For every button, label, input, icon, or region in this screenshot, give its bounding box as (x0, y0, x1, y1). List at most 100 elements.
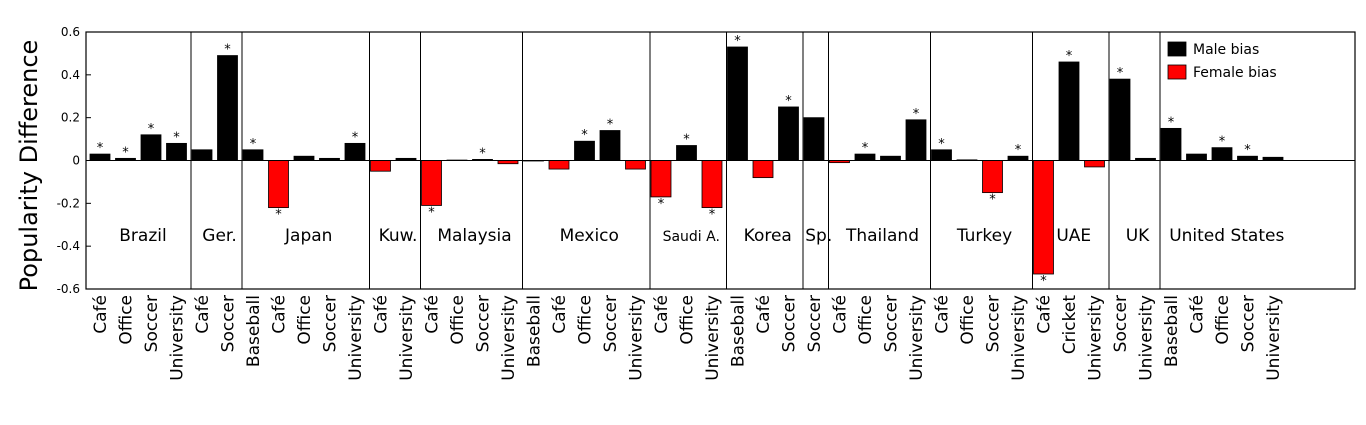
legend: Male bias Female bias (1167, 41, 1277, 81)
significance-marker: * (479, 146, 486, 161)
x-tick-label: Office (958, 295, 978, 345)
group-label: Mexico (560, 226, 619, 246)
bar (982, 160, 1003, 194)
bar (1084, 160, 1105, 168)
x-tick-label: Café (372, 295, 392, 334)
significance-marker: * (275, 208, 282, 223)
x-tick-label: Café (652, 295, 672, 334)
x-tick-label: University (1086, 295, 1106, 381)
group-label: Thailand (845, 226, 919, 246)
bar (1160, 127, 1182, 161)
significance-marker: * (224, 43, 231, 58)
bar (370, 160, 391, 172)
bar (217, 55, 238, 161)
x-tick-label: Soccer (805, 295, 825, 352)
significance-marker: * (913, 107, 920, 122)
x-tick-label: Cricket (1060, 295, 1080, 355)
bar (344, 142, 366, 161)
group-label: Kuw. (379, 226, 418, 246)
bars-layer: * * * * * * * * * * * * * * * * * * * * * * * * * * * * (89, 34, 1284, 289)
group-label: Turkey (956, 226, 1012, 246)
x-tick-label: University (1009, 295, 1029, 381)
x-tick-label: Café (91, 295, 111, 334)
bar (701, 160, 723, 209)
x-tick-label: Soccer (780, 295, 800, 352)
y-tick-label: 0.2 (61, 111, 80, 125)
x-tick-label: Office (678, 295, 698, 345)
significance-marker: * (1168, 115, 1175, 130)
group-label: Korea (744, 226, 792, 246)
x-tick-label: University (1264, 295, 1284, 381)
y-tick-label: -0.6 (57, 282, 80, 296)
significance-marker: * (658, 197, 665, 212)
group-label: Japan (284, 226, 332, 246)
significance-marker: * (607, 118, 614, 133)
legend-swatch (1167, 41, 1187, 57)
x-tick-label: University (627, 295, 647, 381)
group-label: Ger. (202, 226, 236, 246)
significance-marker: * (1219, 135, 1226, 150)
x-tick-label: Baseball (244, 295, 264, 367)
x-tick-label: Office (448, 295, 468, 345)
bar (548, 160, 570, 170)
significance-marker: * (97, 141, 104, 156)
significance-marker: * (173, 130, 180, 145)
bar (574, 140, 595, 161)
significance-marker: * (785, 94, 792, 109)
bar (1058, 61, 1080, 161)
significance-marker: * (683, 133, 690, 148)
bar (752, 160, 774, 179)
x-tick-label: University (703, 295, 723, 381)
bar (166, 142, 187, 161)
significance-marker: * (709, 208, 716, 223)
y-axis-label: Popularity Difference (15, 40, 43, 292)
significance-marker: * (862, 141, 869, 156)
bar (676, 145, 697, 161)
significance-marker: * (428, 205, 435, 220)
significance-marker: * (352, 130, 359, 145)
significance-marker: * (1066, 49, 1073, 64)
x-tick-label: Office (576, 295, 596, 345)
bar (599, 130, 621, 161)
x-tick-label: Soccer (601, 295, 621, 352)
x-tick-label: Soccer (219, 295, 239, 352)
bar (625, 160, 646, 170)
x-tick-label: Soccer (984, 295, 1004, 352)
bar (191, 149, 213, 161)
x-tick-label: Baseball (1162, 295, 1182, 367)
x-tick-label: Baseball (729, 295, 749, 367)
x-tick-label: University (397, 295, 417, 381)
y-tick-label: -0.4 (57, 239, 80, 253)
x-tick-label: Café (1188, 295, 1208, 334)
x-tick-label: Café (831, 295, 851, 334)
bar (140, 134, 162, 161)
significance-marker: * (1015, 143, 1022, 158)
group-label: Brazil (119, 226, 166, 246)
group-label: UAE (1056, 226, 1091, 246)
y-tick-label: 0.4 (61, 68, 80, 82)
x-tick-label: Café (933, 295, 953, 334)
bar (1109, 78, 1131, 161)
x-tick-label: University (499, 295, 519, 381)
group-label: United States (1169, 226, 1284, 246)
x-tick-label: Café (754, 295, 774, 334)
significance-marker: * (1040, 274, 1047, 289)
bar (1033, 160, 1054, 275)
axes-layer: -0.6 -0.4 -0.2 0 0.2 0.4 0.6 Popularity Differe… (15, 25, 1356, 296)
significance-marker: * (734, 34, 741, 49)
bar (268, 160, 289, 209)
bar (421, 160, 442, 206)
x-tick-label: University (168, 295, 188, 381)
x-tick-label: Office (295, 295, 315, 345)
y-tick-label: 0.6 (61, 25, 80, 39)
significance-marker: * (122, 145, 129, 160)
x-tick-label: Café (1035, 295, 1055, 334)
significance-marker: * (1117, 66, 1124, 81)
group-label: Saudi A. (663, 229, 720, 245)
x-tick-label: Baseball (525, 295, 545, 367)
group-label: UK (1126, 226, 1150, 246)
bar (293, 155, 315, 161)
significance-marker: * (989, 193, 996, 208)
